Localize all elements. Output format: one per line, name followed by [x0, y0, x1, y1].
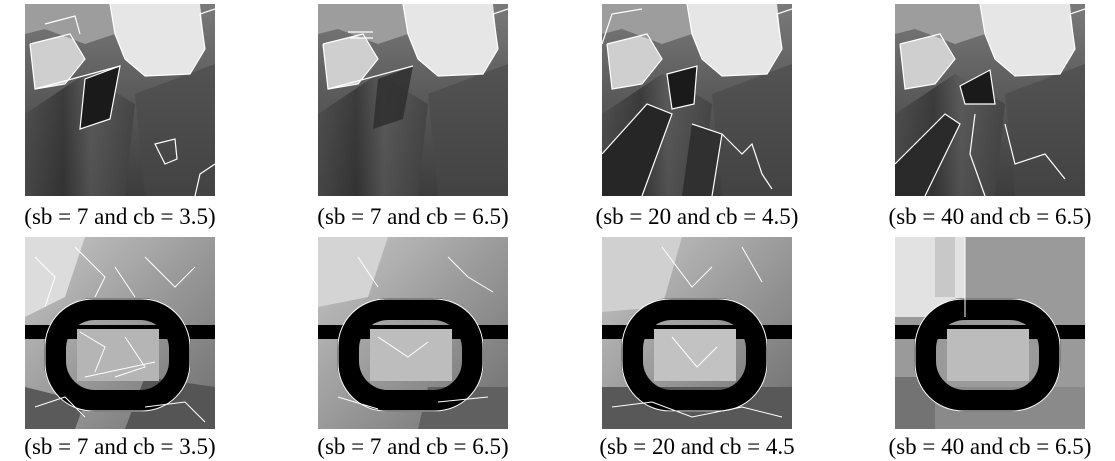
- xray-panel-1: [25, 4, 215, 196]
- chain-panel-4: [895, 237, 1085, 429]
- xray-caption-4: (sb = 40 and cb = 6.5): [888, 204, 1092, 229]
- chain-panel-3: [602, 237, 792, 429]
- chain-caption-2: (sb = 7 and cb = 6.5): [317, 434, 509, 459]
- xray-caption-3: (sb = 20 and cb = 4.5): [595, 204, 799, 229]
- xray-caption-1: (sb = 7 and cb = 3.5): [24, 204, 216, 229]
- xray-panel-4: [895, 4, 1085, 196]
- xray-caption-2: (sb = 7 and cb = 6.5): [317, 204, 509, 229]
- chain-panel-2: [318, 237, 508, 429]
- chain-caption-3: (sb = 20 and cb = 4.5: [599, 434, 795, 459]
- chain-caption-1: (sb = 7 and cb = 3.5): [24, 434, 216, 459]
- chain-panel-1: [25, 237, 215, 429]
- xray-panel-2: [318, 4, 508, 196]
- chain-caption-4: (sb = 40 and cb = 6.5): [888, 434, 1092, 459]
- xray-panel-3: [602, 4, 792, 196]
